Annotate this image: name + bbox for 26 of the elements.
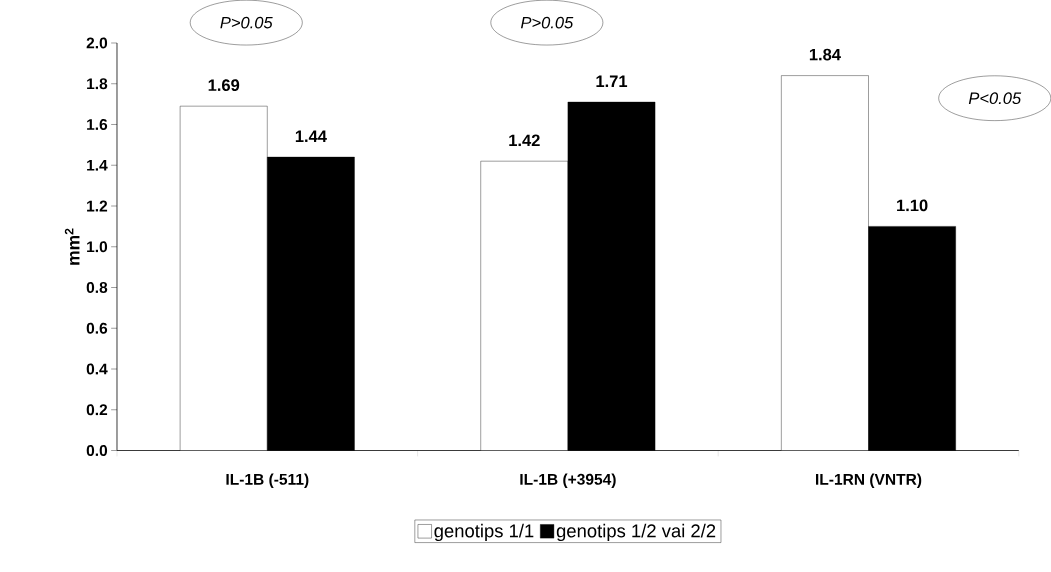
annotation: P<0.05 <box>968 92 1022 104</box>
legend-label: genotips 1/1 <box>434 523 534 541</box>
y-tick-label: 1.8 <box>87 78 108 90</box>
text: P>0.05 <box>520 16 574 29</box>
y-tick-label: 1.0 <box>87 241 108 253</box>
y-tick-label: 0.8 <box>86 281 108 293</box>
data-label: 1.10 <box>897 199 928 212</box>
text: P>0.05 <box>220 16 273 29</box>
data-label: 1.71 <box>596 75 628 87</box>
x-tick-label: IL-1B (+3954) <box>520 473 616 488</box>
y-axis-title: mm$^{2}$ <box>64 228 80 265</box>
x-tick-label: IL-1B (-511) <box>226 473 309 488</box>
y-tick-label: 0.6 <box>86 322 108 334</box>
y-tick-label: 0.4 <box>86 363 108 375</box>
data-label: 1.44 <box>295 130 327 142</box>
y-tick-label: 1.6 <box>87 118 108 130</box>
y-tick-label: 1.4 <box>87 159 108 171</box>
legend-label: genotips 1/2 vai 2/2 <box>556 523 716 541</box>
y-tick-label: 2.0 <box>86 37 108 49</box>
y-tick-label: 0.2 <box>86 404 108 416</box>
data-label: 1.69 <box>208 79 240 91</box>
data-label: 1.42 <box>509 134 540 146</box>
y-tick-label: 0.0 <box>86 444 108 456</box>
x-tick-label: IL-1RN (VNTR) <box>816 473 922 488</box>
y-tick-label: 1.2 <box>87 200 108 212</box>
data-label: 1.84 <box>809 48 841 61</box>
